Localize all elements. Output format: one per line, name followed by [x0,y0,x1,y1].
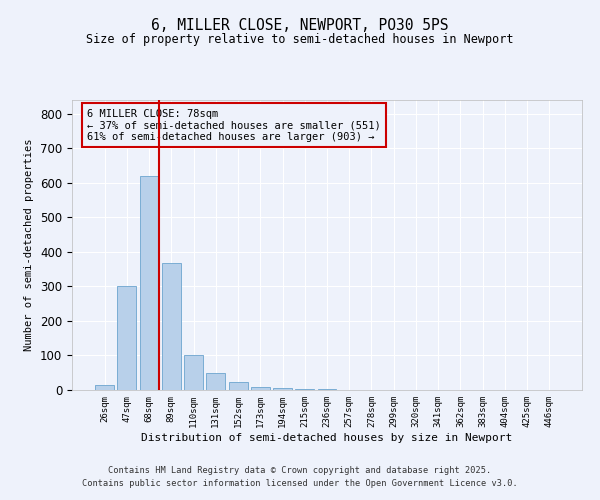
Text: 6, MILLER CLOSE, NEWPORT, PO30 5PS: 6, MILLER CLOSE, NEWPORT, PO30 5PS [151,18,449,32]
Bar [95,385,114,390]
Bar [140,176,158,390]
Bar [206,372,225,390]
Bar [118,286,136,390]
Bar [251,386,270,390]
Text: Contains HM Land Registry data © Crown copyright and database right 2025.
Contai: Contains HM Land Registry data © Crown c… [82,466,518,487]
Text: 6 MILLER CLOSE: 78sqm
← 37% of semi-detached houses are smaller (551)
61% of sem: 6 MILLER CLOSE: 78sqm ← 37% of semi-deta… [88,108,381,142]
Bar [162,262,181,390]
Bar [184,356,203,390]
X-axis label: Distribution of semi-detached houses by size in Newport: Distribution of semi-detached houses by … [142,432,512,442]
Bar [295,388,314,390]
Y-axis label: Number of semi-detached properties: Number of semi-detached properties [25,138,34,352]
Bar [273,388,292,390]
Bar [229,382,248,390]
Text: Size of property relative to semi-detached houses in Newport: Size of property relative to semi-detach… [86,32,514,46]
